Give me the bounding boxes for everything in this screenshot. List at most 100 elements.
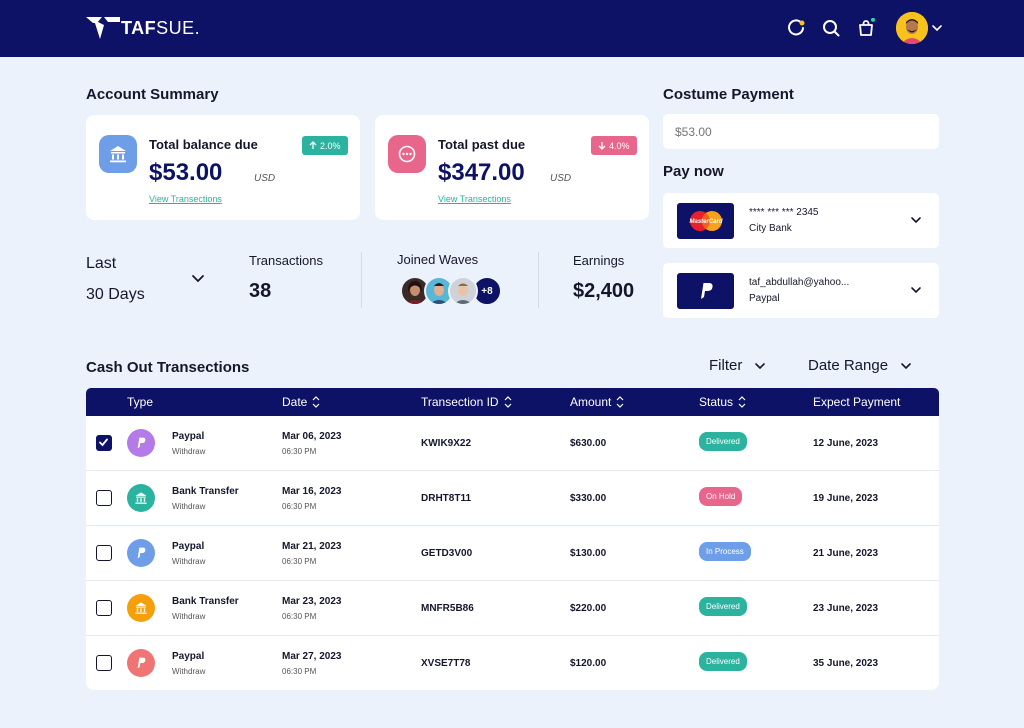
table-row[interactable]: Paypal Withdraw Mar 06, 2023 06:30 PM KWIK9X… [86,416,939,471]
badge-value: 2.0% [320,140,341,151]
brand-logo[interactable]: TAFSUE. [86,17,200,39]
table-row[interactable]: Bank Transfer Withdraw Mar 16, 2023 06:30 P… [86,471,939,526]
brand-name-bold: TAF [121,17,157,38]
arrow-up-icon [309,141,317,149]
card-currency: USD [550,173,572,184]
table-header: Type Date Transection ID Amount Status E… [86,388,939,416]
total-past-due-card: Total past due 4.0% $347.00 USD View Tra… [375,115,649,220]
row-time: 06:30 PM [282,612,317,621]
badge-value: 4.0% [609,140,630,151]
date-range-dropdown[interactable]: Date Range [808,357,912,374]
earnings-label: Earnings [573,253,625,268]
table-row[interactable]: Bank Transfer Withdraw Mar 23, 2023 06:30 P… [86,581,939,636]
row-amount: $330.00 [570,493,607,504]
paypal-icon [127,429,155,457]
row-transaction-id: KWIK9X22 [421,438,472,449]
row-amount: $220.00 [570,603,607,614]
row-expect-payment: 35 June, 2023 [813,658,879,669]
card-amount: $53.00 [149,159,223,186]
type-name: Bank Transfer [172,596,239,607]
type-sub: Withdraw [172,557,206,566]
row-date: Mar 23, 2023 [282,596,342,607]
paypal-email: taf_abdullah@yahoo... [749,277,850,288]
payment-method-paypal[interactable]: taf_abdullah@yahoo... Paypal [663,263,939,318]
type-sub: Withdraw [172,612,206,621]
column-status[interactable]: Status [699,395,746,409]
bank-icon [127,594,155,622]
search-icon[interactable] [821,18,841,38]
divider [361,252,362,308]
chevron-down-icon[interactable] [191,273,205,285]
row-checkbox[interactable] [96,600,112,616]
row-date: Mar 21, 2023 [282,541,342,552]
brand-name-light: SUE. [156,17,201,38]
column-expect-payment: Expect Payment [813,395,901,409]
type-name: Paypal [172,431,205,442]
joined-avatars[interactable]: +8 [400,276,502,306]
top-navbar: TAFSUE. [0,0,1024,57]
table-row[interactable]: Paypal Withdraw Mar 27, 2023 06:30 PM XVSE7T… [86,636,939,690]
view-transactions-link[interactable]: View Transections [149,194,222,204]
bag-icon[interactable] [856,18,876,38]
chevron-down-icon [901,362,911,369]
type-sub: Withdraw [172,667,206,676]
avatar[interactable] [896,12,928,44]
status-badge: Delivered [699,597,747,616]
sort-icon [738,396,746,408]
paypal-label: Paypal [749,293,780,304]
type-name: Paypal [172,541,205,552]
row-transaction-id: MNFR5B86 [421,603,474,614]
loader-icon[interactable] [786,18,806,38]
row-expect-payment: 19 June, 2023 [813,493,879,504]
column-date[interactable]: Date [282,395,320,409]
sort-icon [312,396,320,408]
row-time: 06:30 PM [282,557,317,566]
filter-dropdown[interactable]: Filter [709,357,766,374]
bank-icon [99,135,137,173]
user-menu[interactable] [896,12,943,44]
avatar [448,276,478,306]
type-sub: Withdraw [172,447,206,456]
transactions-label: Transactions [249,253,323,268]
card-currency: USD [254,173,276,184]
trend-up-badge: 2.0% [302,136,348,155]
table-row[interactable]: Paypal Withdraw Mar 21, 2023 06:30 PM GETD3V… [86,526,939,581]
payment-method-mastercard[interactable]: MasterCard **** *** *** 2345 City Bank [663,193,939,248]
column-transaction-id[interactable]: Transection ID [421,395,512,409]
row-transaction-id: XVSE7T78 [421,658,471,669]
chevron-down-icon[interactable] [910,214,922,226]
row-checkbox[interactable] [96,490,112,506]
chevron-down-icon[interactable] [910,284,922,296]
arrow-down-icon [598,142,606,150]
row-date: Mar 06, 2023 [282,431,342,442]
row-checkbox[interactable] [96,435,112,451]
bank-icon [127,484,155,512]
row-date: Mar 16, 2023 [282,486,342,497]
row-time: 06:30 PM [282,667,317,676]
row-time: 06:30 PM [282,447,317,456]
row-checkbox[interactable] [96,545,112,561]
row-transaction-id: GETD3V00 [421,548,473,559]
sort-icon [504,396,512,408]
row-amount: $130.00 [570,548,607,559]
status-badge: On Hold [699,487,743,506]
chevron-down-icon[interactable] [931,22,943,34]
earnings-value: $2,400 [573,280,635,302]
mastercard-logo: MasterCard [677,203,734,239]
column-amount[interactable]: Amount [570,395,624,409]
date-range-label: Date Range [808,357,889,374]
chevron-down-icon [755,362,766,369]
more-icon [388,135,426,173]
card-number: **** *** *** 2345 [749,207,819,218]
row-checkbox[interactable] [96,655,112,671]
transactions-value: 38 [249,280,272,302]
period-line2: 30 Days [86,286,145,303]
avatar [424,276,454,306]
row-transaction-id: DRHT8T11 [421,493,472,504]
row-date: Mar 27, 2023 [282,651,342,662]
logo-mark-icon [86,17,120,39]
view-transactions-link[interactable]: View Transections [438,194,511,204]
divider [538,252,539,308]
custom-payment-input[interactable] [663,114,939,149]
cash-out-title: Cash Out Transections [86,359,250,376]
